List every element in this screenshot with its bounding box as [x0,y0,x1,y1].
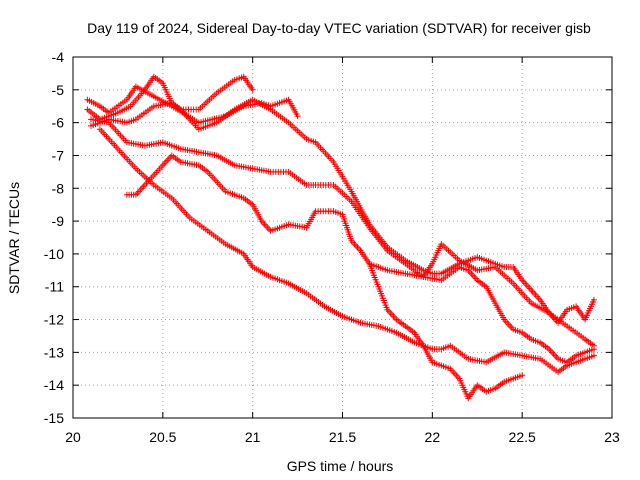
x-tick-label: 21 [245,429,261,445]
x-axis-label: GPS time / hours [287,458,394,474]
y-axis-label: SDTVAR / TECUs [6,182,22,294]
series-track-e [96,126,597,376]
y-tick-label: -8 [52,180,65,196]
y-tick-label: -12 [44,312,64,328]
y-tick-label: -11 [45,279,64,295]
data-series [84,73,597,402]
grid [73,57,612,418]
x-tick-label: 20 [65,429,81,445]
y-tick-label: -15 [44,410,64,426]
data-point-marker [591,296,597,303]
data-point-marker [249,86,256,93]
x-axis: 20 20.5 21 21.5 22 22.5 23 [65,57,620,445]
y-tick-label: -13 [44,344,64,360]
series-track-c [88,96,597,326]
y-tick-label: -5 [52,82,65,98]
y-tick-label: -4 [52,49,65,65]
data-point-marker [519,372,526,379]
series-track-f [123,152,597,366]
y-tick-label: -7 [52,147,65,163]
y-tick-label: -10 [44,246,64,262]
x-tick-label: 20.5 [149,429,176,445]
y-tick-label: -14 [44,377,64,393]
y-axis: -15 -14 -13 -12 -11 -10 -9 -8 -7 -6 -5 -4 [44,49,612,426]
x-tick-label: 22 [425,429,441,445]
y-tick-label: -9 [52,213,65,229]
x-tick-label: 21.5 [329,429,356,445]
x-tick-label: 23 [604,429,620,445]
series-track-g [366,260,526,402]
x-tick-label: 22.5 [509,429,536,445]
chart-title: Day 119 of 2024, Sidereal Day-to-day VTE… [87,20,591,36]
data-point-marker [591,346,597,353]
data-point-marker [591,352,597,359]
y-tick-label: -6 [52,115,65,131]
data-point-marker [294,113,301,120]
